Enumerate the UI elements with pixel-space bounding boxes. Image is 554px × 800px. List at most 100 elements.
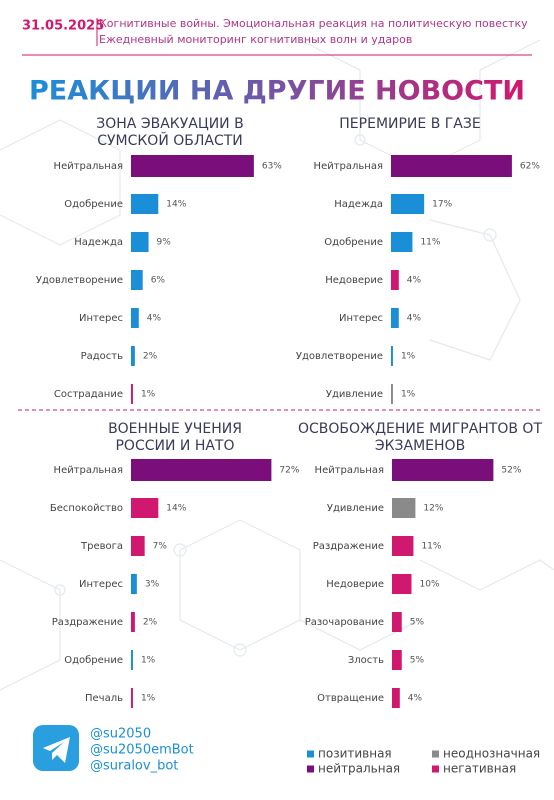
legend-label: нейтральная [318,762,400,776]
bar [392,650,402,670]
bar [131,232,149,252]
telegram-plane [43,737,70,763]
background-network [0,39,554,691]
legend-label: неоднозначная [443,747,540,761]
value-label: 1% [141,656,156,666]
bar [131,270,143,290]
value-label: 12% [423,504,443,514]
bar [131,574,137,594]
category-label: Отвращение [317,693,384,704]
value-label: 9% [157,238,172,248]
legend-label: позитивная [318,747,392,761]
category-label: Радость [81,351,124,362]
main-title: РЕАКЦИИ НА ДРУГИЕ НОВОСТИ [29,76,525,107]
category-label: Беспокойство [50,503,123,514]
bar [392,688,400,708]
value-label: 72% [279,466,299,476]
category-label: Нейтральная [54,161,123,172]
bar [391,270,399,290]
bar [391,155,512,177]
bar [131,308,139,328]
value-label: 7% [153,542,168,552]
bar [391,194,425,214]
value-label: 2% [143,352,158,362]
bar [392,612,402,632]
value-label: 14% [166,504,186,514]
category-label: Раздражение [52,617,123,628]
category-label: Удивление [327,503,384,514]
chart-title: ВОЕННЫЕ УЧЕНИЯ РОССИИ И НАТО [108,421,242,454]
value-label: 4% [147,314,162,324]
legend-label: негативная [443,762,516,776]
value-label: 1% [401,352,416,362]
bar [131,650,133,670]
category-label: Интерес [79,579,123,590]
subtitle: Когнитивные войны. Эмоциональная реакция… [99,17,528,30]
bar [131,459,272,481]
bar [131,536,145,556]
value-label: 1% [141,694,156,704]
category-label: Печаль [85,693,123,704]
category-label: Разочарование [305,617,384,628]
category-label: Недоверие [326,579,384,590]
bar [131,612,135,632]
category-label: Удивление [326,389,383,400]
value-label: 63% [262,162,282,172]
category-label: Одобрение [324,237,383,248]
handle[interactable]: @su2050emBot [90,743,194,758]
handle[interactable]: @su2050 [90,727,151,742]
category-label: Удовлетворение [36,275,123,286]
category-label: Раздражение [313,541,384,552]
category-label: Интерес [79,313,123,324]
handle[interactable]: @suralov_bot [90,759,178,774]
category-label: Тревога [80,541,123,552]
bar [131,155,254,177]
value-label: 5% [410,656,425,666]
value-label: 4% [407,314,422,324]
category-label: Нейтральная [315,465,384,476]
value-label: 17% [432,200,452,210]
value-label: 11% [420,238,440,248]
value-label: 11% [421,542,441,552]
bar [131,688,133,708]
value-label: 4% [408,694,423,704]
bar [391,384,393,404]
bar [131,346,135,366]
value-label: 1% [141,390,156,400]
value-label: 6% [151,276,166,286]
category-label: Одобрение [64,199,123,210]
legend-swatch [432,765,439,773]
category-label: Сострадание [54,389,123,400]
bar [131,194,159,214]
value-label: 52% [501,466,521,476]
category-label: Злость [348,655,384,666]
bar [131,384,133,404]
category-label: Удовлетворение [296,351,383,362]
value-label: 5% [410,618,425,628]
legend-swatch [432,750,439,758]
bar [131,498,159,518]
category-label: Надежда [334,199,383,210]
chart-title: ОСВОБОЖДЕНИЕ МИГРАНТОВ ОТ ЭКЗАМЕНОВ [297,421,543,454]
value-label: 1% [401,390,416,400]
category-label: Надежда [74,237,123,248]
bar [391,232,413,252]
value-label: 10% [420,580,440,590]
chart-title: ЗОНА ЭВАКУАЦИИ В СУМСКОЙ ОБЛАСТИ [96,116,244,149]
value-label: 4% [407,276,422,286]
category-label: Нейтральная [54,465,123,476]
value-label: 2% [143,618,158,628]
date: 31.05.2025 [22,19,104,34]
value-label: 3% [145,580,160,590]
bar [392,536,414,556]
bar [392,459,494,481]
telegram-icon [33,725,79,771]
category-label: Недоверие [325,275,383,286]
bar [392,498,416,518]
subtitle: Ежедневный мониторинг когнитивных волн и… [99,33,412,46]
legend-swatch [307,765,314,773]
legend-swatch [307,750,314,758]
chart-title: ПЕРЕМИРИЕ В ГАЗЕ [339,116,481,132]
